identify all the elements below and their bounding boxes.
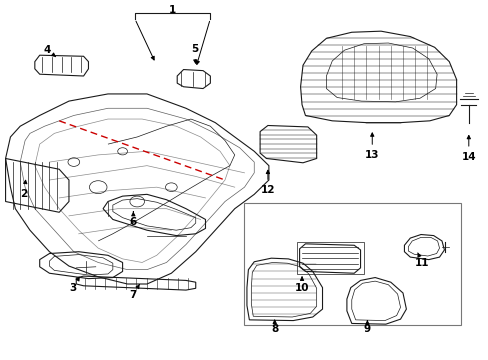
Text: 6: 6	[129, 212, 137, 227]
Text: 8: 8	[270, 320, 278, 334]
Text: 4: 4	[43, 45, 56, 57]
Text: 3: 3	[69, 277, 79, 293]
Text: 5: 5	[191, 44, 198, 63]
Text: 7: 7	[129, 284, 139, 300]
Text: 13: 13	[364, 133, 379, 160]
Text: 9: 9	[363, 321, 370, 334]
Text: 2: 2	[20, 180, 28, 199]
Bar	[244, 203, 461, 325]
Text: 1: 1	[169, 5, 176, 15]
Text: 12: 12	[260, 170, 275, 195]
Bar	[297, 242, 364, 274]
Text: 11: 11	[414, 253, 429, 268]
Text: 14: 14	[461, 135, 475, 162]
Text: 10: 10	[294, 277, 308, 293]
